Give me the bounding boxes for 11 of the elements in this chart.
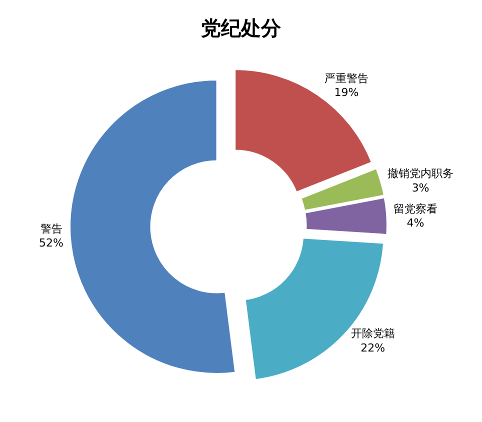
- slice-label: 撤销党内职务: [388, 167, 454, 180]
- data-label: 4%: [406, 216, 424, 230]
- slice-label: 留党察看: [394, 202, 438, 216]
- slice-label: 开除党籍: [350, 327, 395, 340]
- data-label: 52%: [39, 236, 64, 250]
- slice-label: 严重警告: [324, 72, 368, 85]
- slice-label: 警告: [40, 222, 62, 236]
- data-label: 19%: [334, 86, 359, 100]
- data-label: 22%: [360, 342, 386, 355]
- data-label: 3%: [412, 181, 430, 194]
- chart-title: 党纪处分: [200, 16, 282, 40]
